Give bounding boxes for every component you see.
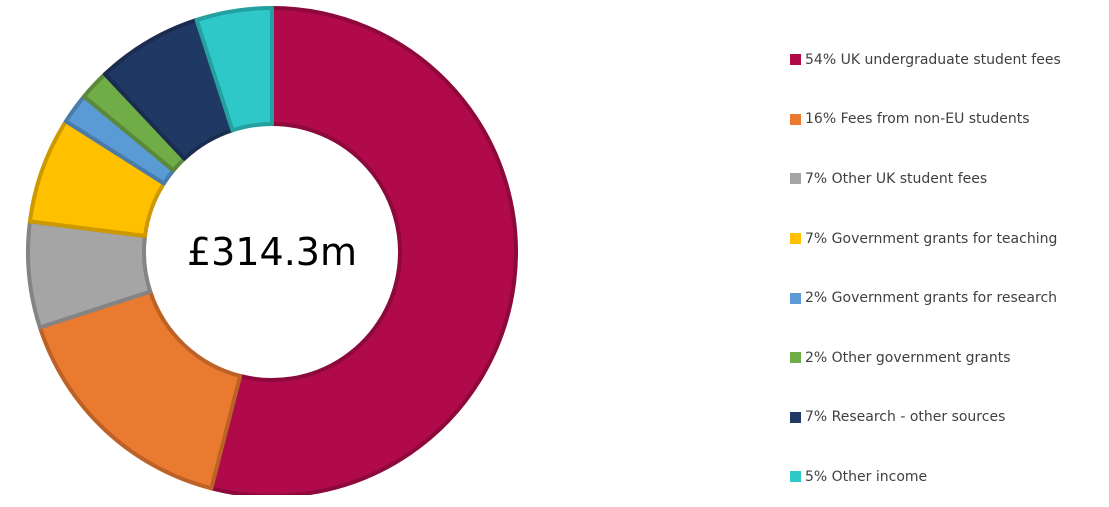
legend-item: 5% Other income <box>790 447 1061 507</box>
legend-swatch <box>790 54 801 66</box>
legend-swatch <box>790 173 801 185</box>
legend-swatch <box>790 352 801 364</box>
legend-label: 7% Government grants for teaching <box>805 230 1058 247</box>
donut-chart <box>26 6 518 495</box>
donut-slice-2 <box>37 289 243 491</box>
donut-slice-8 <box>194 6 274 133</box>
legend-label: 7% Other UK student fees <box>805 170 988 187</box>
chart-legend: 54% UK undergraduate student fees 16% Fee… <box>790 30 1061 507</box>
legend-item: 7% Government grants for teaching <box>790 209 1061 269</box>
legend-item: 2% Other government grants <box>790 328 1061 388</box>
legend-label: 54% UK undergraduate student fees <box>805 51 1061 68</box>
legend-label: 2% Other government grants <box>805 349 1011 366</box>
legend-swatch <box>790 411 801 423</box>
legend-item: 7% Other UK student fees <box>790 149 1061 209</box>
legend-label: 16% Fees from non-EU students <box>805 111 1030 128</box>
donut-center-total: £314.3m <box>187 230 357 274</box>
legend-item: 54% UK undergraduate student fees <box>790 30 1061 90</box>
legend-item: 2% Government grants for research <box>790 268 1061 328</box>
legend-item: 16% Fees from non-EU students <box>790 90 1061 150</box>
legend-swatch <box>790 292 801 304</box>
legend-label: 5% Other income <box>805 468 928 485</box>
legend-swatch <box>790 113 801 125</box>
legend-label: 7% Research - other sources <box>805 409 1006 426</box>
legend-item: 7% Research - other sources <box>790 388 1061 448</box>
legend-swatch <box>790 233 801 245</box>
legend-swatch <box>790 471 801 483</box>
legend-label: 2% Government grants for research <box>805 290 1058 307</box>
